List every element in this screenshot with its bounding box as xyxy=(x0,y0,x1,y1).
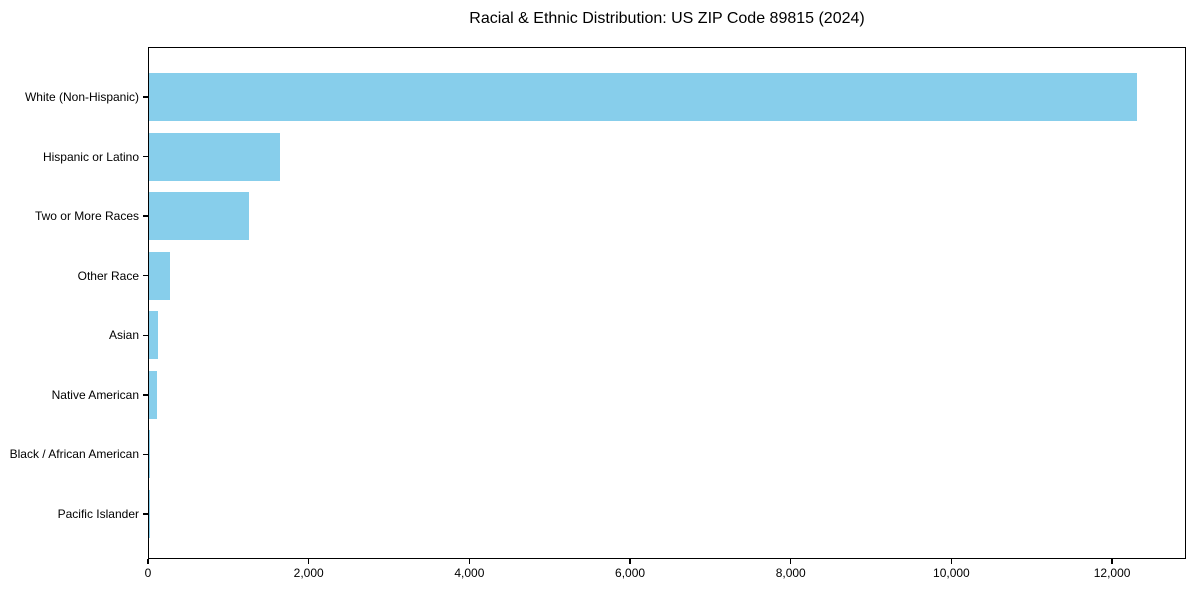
y-tick-label-native-american: Native American xyxy=(51,387,139,402)
x-tick-label-10000: 10,000 xyxy=(933,566,970,580)
y-tick xyxy=(143,96,148,98)
y-tick-label-pacific-islander: Pacific Islander xyxy=(57,507,139,521)
y-tick xyxy=(143,453,148,456)
y-tick-label-asian: Asian xyxy=(108,328,139,343)
y-tick-label-black-african-american: Black / African American xyxy=(9,447,139,462)
bar-native-american xyxy=(149,370,158,419)
x-tick xyxy=(468,559,471,564)
chart-title: Racial & Ethnic Distribution: US ZIP Cod… xyxy=(469,10,865,27)
bar-other-race xyxy=(149,251,170,300)
y-tick-label-two-or-more-races: Two or More Races xyxy=(34,209,139,224)
x-tick-label-4000: 4,000 xyxy=(454,566,485,580)
x-tick xyxy=(790,559,792,564)
x-tick-label-0: 0 xyxy=(144,566,152,580)
x-tick xyxy=(629,559,631,564)
y-tick-label-other-race: Other Race xyxy=(77,268,139,283)
x-tick xyxy=(307,559,310,564)
y-tick-label-white-non-hispanic: White (Non-Hispanic) xyxy=(24,90,139,104)
x-tick-label-2000: 2,000 xyxy=(293,566,324,580)
y-tick xyxy=(143,394,148,396)
bar-white-non-hispanic xyxy=(149,73,1138,121)
y-tick xyxy=(143,215,148,217)
x-tick-label-12000: 12,000 xyxy=(1093,566,1131,580)
plot-area xyxy=(148,47,1186,559)
y-tick xyxy=(143,334,148,336)
x-tick-label-6000: 6,000 xyxy=(615,566,646,580)
bar-two-or-more-races xyxy=(149,192,249,241)
x-tick-label-8000: 8,000 xyxy=(775,566,806,580)
x-tick xyxy=(950,559,953,564)
x-tick xyxy=(147,559,149,564)
y-tick-label-hispanic-or-latino: Hispanic or Latino xyxy=(42,149,139,164)
y-tick xyxy=(143,155,148,158)
x-tick xyxy=(1111,559,1113,564)
bar-hispanic-or-latino xyxy=(149,132,280,181)
y-tick xyxy=(143,275,148,277)
y-tick xyxy=(143,513,148,515)
bar-asian xyxy=(149,311,159,360)
bar-black-african-american xyxy=(149,430,150,479)
